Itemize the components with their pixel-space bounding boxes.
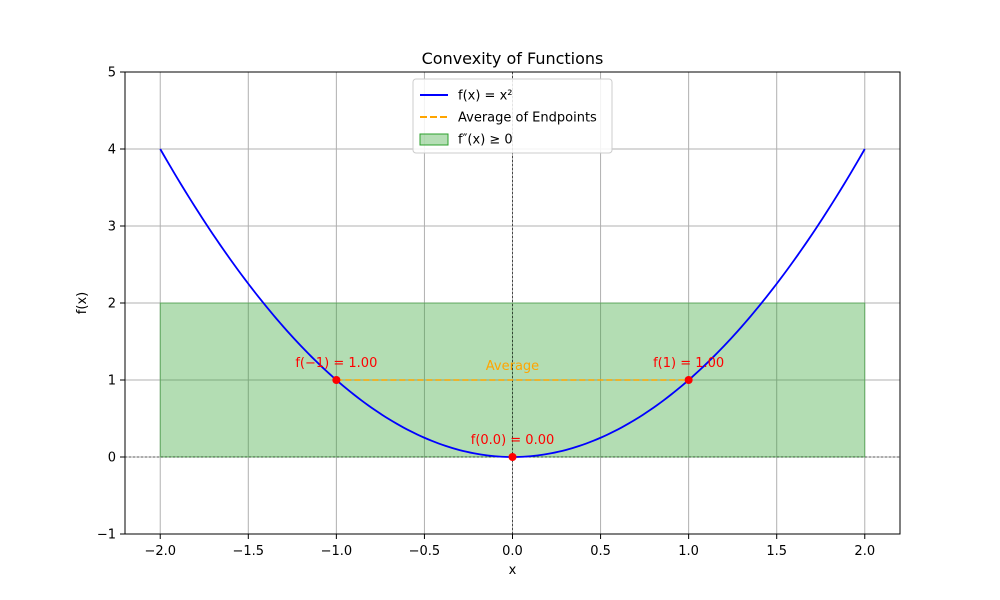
annotations-layer: f(−1) = 1.00 f(1) = 1.00 f(0.0) = 0.00 Aver… (295, 356, 724, 448)
legend-label-average: Average of Endpoints (458, 111, 597, 126)
y-tick-label: 3 (108, 220, 116, 235)
y-tick-label: 1 (108, 374, 116, 389)
point-label: f(−1) = 1.00 (295, 356, 377, 371)
points-layer (332, 376, 693, 461)
x-tick-label: −1.5 (233, 544, 265, 559)
y-tick-label: 0 (108, 451, 116, 466)
legend-label-region: f″(x) ≥ 0 (458, 133, 513, 148)
y-tick-label: 4 (108, 143, 116, 158)
y-axis-ticks: −1 0 1 2 3 4 5 (97, 66, 125, 543)
average-annotation: Average (486, 359, 539, 374)
data-point (508, 453, 517, 461)
point-label: f(0.0) = 0.00 (471, 433, 555, 448)
x-tick-label: −1.0 (321, 544, 353, 559)
data-point (332, 376, 341, 384)
x-tick-label: 0.0 (502, 544, 523, 559)
chart-title: Convexity of Functions (422, 49, 604, 68)
y-axis-label: f(x) (75, 292, 90, 314)
x-tick-label: −0.5 (409, 544, 441, 559)
legend-box (412, 78, 613, 154)
x-tick-label: −2.0 (144, 544, 176, 559)
legend: f(x) = x² Average of Endpoints f″(x) ≥ 0 (412, 78, 613, 154)
x-tick-label: 1.5 (766, 544, 787, 559)
legend-label-curve: f(x) = x² (458, 89, 512, 104)
y-tick-label: 2 (108, 297, 116, 312)
y-tick-label: −1 (97, 528, 116, 543)
x-axis-label: x (509, 563, 517, 578)
point-label: f(1) = 1.00 (653, 356, 724, 371)
legend-swatch-region (419, 133, 449, 146)
y-tick-label: 5 (108, 66, 116, 81)
x-axis-ticks: −2.0 −1.5 −1.0 −0.5 0.0 0.5 1.0 1.5 2.0 (144, 534, 875, 559)
x-tick-label: 1.0 (678, 544, 699, 559)
x-tick-label: 0.5 (590, 544, 611, 559)
x-tick-label: 2.0 (854, 544, 875, 559)
data-point (684, 376, 693, 384)
